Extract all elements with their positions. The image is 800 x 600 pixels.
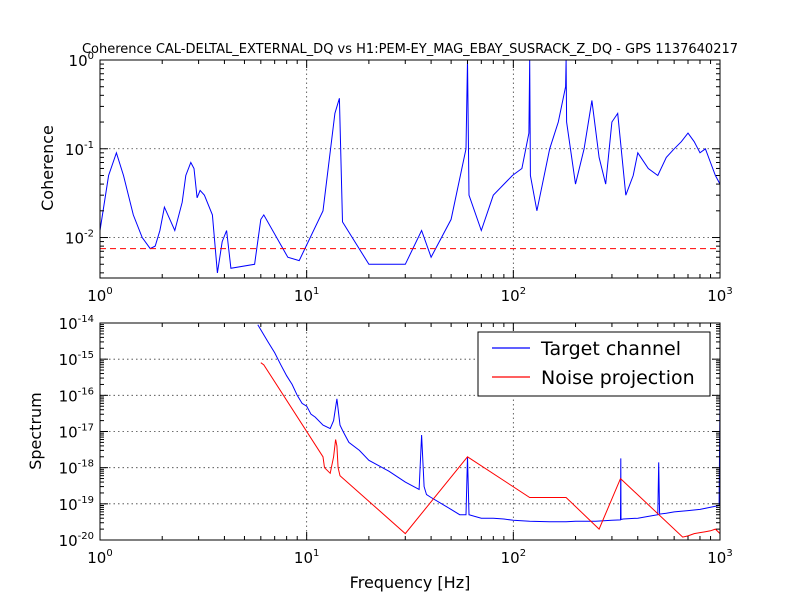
- spectrum-x-tick-label: 101: [294, 548, 319, 567]
- legend: Target channel Noise projection: [477, 331, 711, 397]
- spectrum-series-0: [257, 324, 720, 523]
- coherence-y-axis-label: Coherence: [38, 125, 57, 211]
- coherence-plot: 100 101 102 103 10-2 10-1 100: [65, 51, 733, 305]
- legend-box: [477, 331, 711, 397]
- spectrum-x-tick-label: 100: [87, 548, 112, 567]
- coherence-y-tick-label: 10-2: [65, 229, 94, 248]
- coherence-series-0: [100, 60, 720, 273]
- coherence-chart-title: Coherence CAL-DELTAL_EXTERNAL_DQ vs H1:P…: [82, 42, 738, 57]
- spectrum-x-axis-label: Frequency [Hz]: [350, 573, 471, 592]
- spectrum-plot: 100 101 102 103 10-20 10-19 10-18 10-17 10-16 10-…: [59, 314, 733, 567]
- spectrum-x-tick-label: 102: [501, 548, 526, 567]
- coherence-y-tick-label: 100: [69, 51, 94, 70]
- spectrum-y-tick-label: 10-16: [59, 386, 94, 405]
- spectrum-x-tick-label: 103: [707, 548, 732, 567]
- spectrum-series-1: [260, 362, 720, 538]
- spectrum-y-tick-label: 10-14: [59, 314, 94, 333]
- coherence-frame: [99, 59, 721, 279]
- spectrum-y-tick-label: 10-18: [59, 459, 94, 478]
- coherence-y-tick-label: 10-1: [65, 140, 94, 159]
- legend-label-0: Target channel: [540, 338, 681, 360]
- legend-label-1: Noise projection: [541, 367, 695, 389]
- spectrum-y-tick-label: 10-19: [59, 495, 94, 514]
- spectrum-y-axis-label: Spectrum: [26, 392, 45, 470]
- spectrum-y-tick-label: 10-17: [59, 423, 94, 442]
- coherence-x-tick-label: 103: [707, 286, 732, 305]
- spectrum-frame: [99, 322, 721, 541]
- coherence-x-tick-label: 101: [294, 286, 319, 305]
- spectrum-y-tick-label: 10-20: [59, 531, 94, 550]
- coherence-x-tick-label: 102: [501, 286, 526, 305]
- spectrum-y-tick-label: 10-15: [59, 350, 94, 369]
- coherence-x-tick-label: 100: [87, 286, 112, 305]
